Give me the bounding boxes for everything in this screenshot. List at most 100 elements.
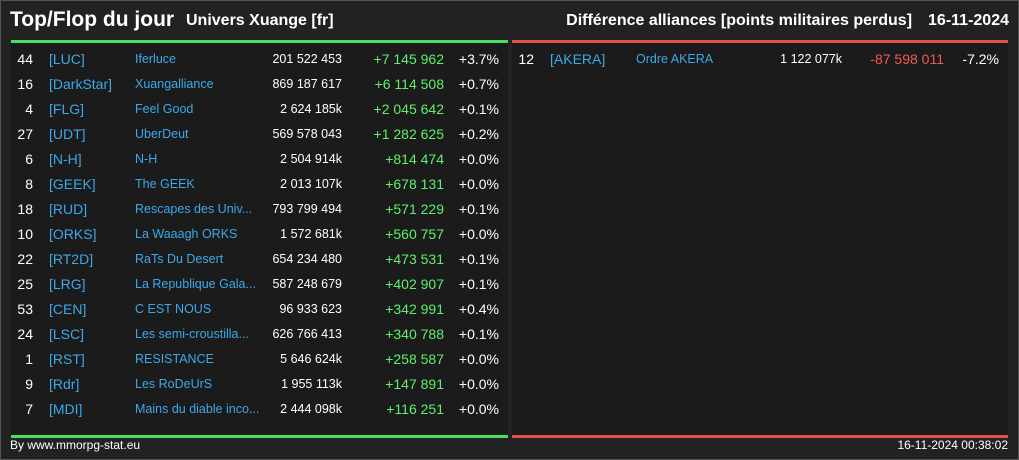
percent-cell: +0.0% <box>458 401 499 417</box>
percent-cell: +0.1% <box>458 326 499 342</box>
alliance-name-link[interactable]: UberDeut <box>135 127 189 141</box>
percent-cell: +0.0% <box>458 376 499 392</box>
flop-panel: 12 [AKERA] Ordre AKERA 1 122 077k -87 598 01… <box>512 40 1008 438</box>
alliance-name-link[interactable]: La Waaagh ORKS <box>135 227 238 241</box>
table-row: 16 [DarkStar] Xuangalliance 869 187 617 +6 1… <box>11 72 508 97</box>
percent-cell: +0.0% <box>458 176 499 192</box>
total-points-cell: 2 013 107k <box>280 177 342 191</box>
alliance-tag-link[interactable]: [UDT] <box>49 126 86 142</box>
table-row: 7 [MDI] Mains du diable inco... 2 444 098k +… <box>11 397 508 422</box>
alliance-tag-link[interactable]: [ORKS] <box>49 226 97 242</box>
alliance-name-link[interactable]: Rescapes des Univ... <box>135 202 253 216</box>
table-row: 12 [AKERA] Ordre AKERA 1 122 077k -87 598 01… <box>512 47 1008 72</box>
alliance-name-link[interactable]: Mains du diable inco... <box>135 402 260 416</box>
table-row: 6 [N-H] N-H 2 504 914k +814 474 +0.0% <box>11 147 508 172</box>
total-points-cell: 96 933 623 <box>279 302 342 316</box>
total-points-cell: 793 799 494 <box>272 202 342 216</box>
rank-cell: 27 <box>17 126 33 142</box>
difference-cell: +6 114 508 <box>374 76 444 92</box>
rank-cell: 8 <box>25 176 33 192</box>
alliance-tag-link[interactable]: [LSC] <box>49 326 85 342</box>
alliance-tag-link[interactable]: [DarkStar] <box>49 76 113 92</box>
alliance-name-link[interactable]: Xuangalliance <box>135 77 214 91</box>
table-row: 1 [RST] RESISTANCE 5 646 624k +258 587 +0.0% <box>11 347 508 372</box>
alliance-tag-link[interactable]: [GEEK] <box>49 176 96 192</box>
category-label: Différence alliances [points militaires … <box>566 12 913 29</box>
difference-cell: +1 282 625 <box>373 126 444 142</box>
footer-timestamp: 16-11-2024 00:38:02 <box>897 438 1008 452</box>
percent-cell: -7.2% <box>962 51 999 67</box>
alliance-tag-link[interactable]: [FLG] <box>49 101 85 117</box>
table-row: 10 [ORKS] La Waaagh ORKS 1 572 681k +560 757… <box>11 222 508 247</box>
table-row: 25 [LRG] La Republique Gala... 587 248 679 +… <box>11 272 508 297</box>
rank-cell: 25 <box>17 276 33 292</box>
rank-cell: 1 <box>25 351 33 367</box>
alliance-name-link[interactable]: The GEEK <box>135 177 195 191</box>
total-points-cell: 569 578 043 <box>272 127 342 141</box>
alliance-name-link[interactable]: RESISTANCE <box>135 352 214 366</box>
alliance-name-link[interactable]: La Republique Gala... <box>135 277 256 291</box>
total-points-cell: 201 522 453 <box>272 52 342 66</box>
alliance-tag-link[interactable]: [N-H] <box>49 151 82 167</box>
difference-cell: +814 474 <box>385 151 444 167</box>
universe-label: Univers Xuange [fr] <box>186 12 334 29</box>
percent-cell: +0.0% <box>458 151 499 167</box>
difference-cell: +147 891 <box>385 376 444 392</box>
difference-cell: +2 045 642 <box>373 101 444 117</box>
rank-cell: 53 <box>17 301 33 317</box>
page-title: Top/Flop du jour <box>10 8 175 31</box>
alliance-name-link[interactable]: N-H <box>135 152 158 166</box>
alliance-name-link[interactable]: RaTs Du Desert <box>135 252 224 266</box>
alliance-name-link[interactable]: Les RoDeUrS <box>135 377 213 391</box>
rank-cell: 16 <box>17 76 33 92</box>
percent-cell: +0.1% <box>458 276 499 292</box>
difference-cell: +7 145 962 <box>373 51 444 67</box>
table-row: 8 [GEEK] The GEEK 2 013 107k +678 131 +0.0% <box>11 172 508 197</box>
difference-cell: +402 907 <box>385 276 444 292</box>
difference-cell: +473 531 <box>385 251 444 267</box>
alliance-tag-link[interactable]: [MDI] <box>49 401 83 417</box>
alliance-tag-link[interactable]: [RUD] <box>49 201 88 217</box>
source-link[interactable]: By www.mmorpg-stat.eu <box>10 438 141 452</box>
alliance-tag-link[interactable]: [LUC] <box>49 51 85 67</box>
alliance-name-link[interactable]: Les semi-croustilla... <box>135 327 249 341</box>
difference-cell: +571 229 <box>385 201 444 217</box>
total-points-cell: 2 444 098k <box>280 402 342 416</box>
alliance-tag-link[interactable]: [Rdr] <box>49 376 80 392</box>
table-row: 22 [RT2D] RaTs Du Desert 654 234 480 +473 53… <box>11 247 508 272</box>
date-label: 16-11-2024 <box>928 12 1009 29</box>
header-right: Différence alliances [points militaires … <box>566 12 1009 30</box>
rank-cell: 18 <box>17 201 33 217</box>
rank-cell: 24 <box>17 326 33 342</box>
rank-cell: 9 <box>25 376 33 392</box>
alliance-tag-link[interactable]: [CEN] <box>49 301 87 317</box>
total-points-cell: 626 766 413 <box>272 327 342 341</box>
percent-cell: +0.4% <box>458 301 499 317</box>
difference-cell: -87 598 011 <box>870 51 944 67</box>
alliance-tag-link[interactable]: [RST] <box>49 351 85 367</box>
total-points-cell: 1 572 681k <box>280 227 342 241</box>
percent-cell: +0.1% <box>458 251 499 267</box>
alliance-tag-link[interactable]: [LRG] <box>49 276 86 292</box>
alliance-name-link[interactable]: C EST NOUS <box>135 302 212 316</box>
percent-cell: +0.1% <box>458 201 499 217</box>
total-points-cell: 869 187 617 <box>272 77 342 91</box>
difference-cell: +678 131 <box>385 176 444 192</box>
alliance-name-link[interactable]: Iferluce <box>135 52 176 66</box>
table-row: 53 [CEN] C EST NOUS 96 933 623 +342 991 +0.4% <box>11 297 508 322</box>
rank-cell: 10 <box>17 226 33 242</box>
table-row: 44 [LUC] Iferluce 201 522 453 +7 145 962 +3.7… <box>11 47 508 72</box>
table-row: 4 [FLG] Feel Good 2 624 185k +2 045 642 +0.1% <box>11 97 508 122</box>
percent-cell: +0.2% <box>458 126 499 142</box>
rank-cell: 4 <box>25 101 33 117</box>
alliance-name-link[interactable]: Feel Good <box>135 102 194 116</box>
table-row: 24 [LSC] Les semi-croustilla... 626 766 413… <box>11 322 508 347</box>
rank-cell: 22 <box>17 251 33 267</box>
alliance-name-link[interactable]: Ordre AKERA <box>636 52 714 66</box>
percent-cell: +0.1% <box>458 101 499 117</box>
rank-cell: 6 <box>25 151 33 167</box>
percent-cell: +3.7% <box>458 51 499 67</box>
alliance-tag-link[interactable]: [AKERA] <box>550 51 606 67</box>
table-row: 18 [RUD] Rescapes des Univ... 793 799 494 +5… <box>11 197 508 222</box>
alliance-tag-link[interactable]: [RT2D] <box>49 251 94 267</box>
